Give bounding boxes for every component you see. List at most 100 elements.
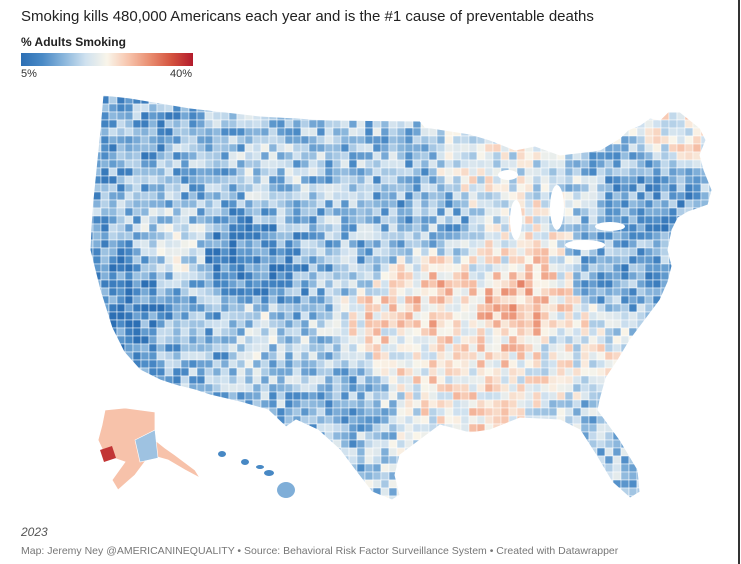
county-cell	[372, 271, 382, 281]
county-cell	[412, 447, 422, 457]
county-cell	[580, 199, 590, 209]
county-cell	[220, 375, 230, 385]
county-cell	[468, 263, 478, 273]
county-cell	[204, 383, 214, 393]
county-cell	[660, 495, 670, 500]
county-cell	[172, 335, 182, 345]
county-cell	[348, 135, 358, 145]
county-cell	[717, 328, 725, 336]
county-cell	[428, 455, 438, 465]
county-cell	[492, 215, 502, 225]
county-cell	[172, 295, 182, 305]
county-cell	[236, 343, 246, 353]
county-cell	[268, 207, 278, 217]
county-cell	[300, 119, 310, 129]
county-cell	[468, 207, 478, 217]
county-cell	[660, 95, 670, 97]
county-cell	[500, 311, 510, 321]
county-cell	[588, 423, 598, 433]
county-cell	[668, 143, 678, 153]
county-cell	[380, 391, 390, 401]
county-cell	[276, 311, 286, 321]
county-cell	[668, 383, 678, 393]
county-cell	[220, 191, 230, 201]
county-cell	[244, 303, 254, 313]
county-cell	[236, 375, 246, 385]
county-cell	[708, 487, 712, 497]
county-cell	[90, 359, 94, 369]
county-cell	[580, 231, 590, 241]
county-cell	[588, 495, 598, 500]
county-cell	[524, 279, 534, 289]
county-cell	[284, 439, 294, 449]
county-cell	[404, 287, 414, 297]
county-cell	[556, 271, 566, 281]
county-cell	[588, 351, 598, 361]
county-cell	[261, 504, 269, 512]
county-cell	[140, 471, 150, 481]
county-cell	[477, 504, 485, 512]
county-cell	[420, 415, 430, 425]
county-cell	[700, 247, 710, 257]
county-cell	[396, 239, 406, 249]
county-cell	[244, 495, 254, 500]
county-cell	[532, 183, 542, 193]
county-cell	[396, 127, 406, 137]
county-cell	[524, 439, 534, 449]
county-cell	[516, 135, 526, 145]
county-cell	[717, 432, 725, 440]
county-cell	[140, 215, 150, 225]
county-cell	[516, 95, 526, 97]
county-cell	[708, 423, 712, 433]
county-cell	[684, 127, 694, 137]
county-cell	[284, 375, 294, 385]
county-cell	[436, 399, 446, 409]
county-cell	[396, 159, 406, 169]
county-cell	[460, 247, 470, 257]
county-cell	[564, 471, 574, 481]
county-cell	[380, 359, 390, 369]
county-cell	[444, 319, 454, 329]
county-cell	[364, 119, 374, 129]
county-cell	[572, 351, 582, 361]
county-cell	[108, 375, 118, 385]
county-cell	[532, 463, 542, 473]
county-cell	[284, 135, 294, 145]
county-cell	[700, 207, 710, 217]
county-cell	[220, 151, 230, 161]
county-cell	[260, 455, 270, 465]
county-cell	[628, 207, 638, 217]
county-cell	[484, 319, 494, 329]
county-cell	[372, 295, 382, 305]
county-cell	[420, 343, 430, 353]
county-cell	[676, 95, 686, 105]
county-cell	[204, 95, 214, 105]
county-cell	[604, 343, 614, 353]
county-cell	[612, 95, 622, 105]
county-cell	[364, 143, 374, 153]
county-cell	[388, 95, 398, 97]
county-cell	[452, 367, 462, 377]
county-cell	[324, 479, 334, 489]
county-cell	[324, 495, 334, 500]
county-cell	[588, 135, 598, 145]
county-cell	[140, 335, 150, 345]
county-cell	[180, 151, 190, 161]
county-cell	[156, 423, 166, 433]
county-cell	[684, 351, 694, 361]
county-cell	[132, 135, 142, 145]
county-cell	[500, 183, 510, 193]
county-cell	[636, 207, 646, 217]
county-cell	[500, 359, 510, 369]
county-cell	[92, 455, 102, 465]
county-cell	[620, 255, 630, 265]
county-cell	[612, 367, 622, 377]
county-cell	[500, 391, 510, 401]
county-cell	[420, 479, 430, 489]
county-cell	[460, 487, 470, 497]
county-cell	[620, 407, 630, 417]
county-cell	[124, 231, 134, 241]
county-cell	[532, 407, 542, 417]
county-cell	[468, 215, 478, 225]
county-cell	[228, 479, 238, 489]
